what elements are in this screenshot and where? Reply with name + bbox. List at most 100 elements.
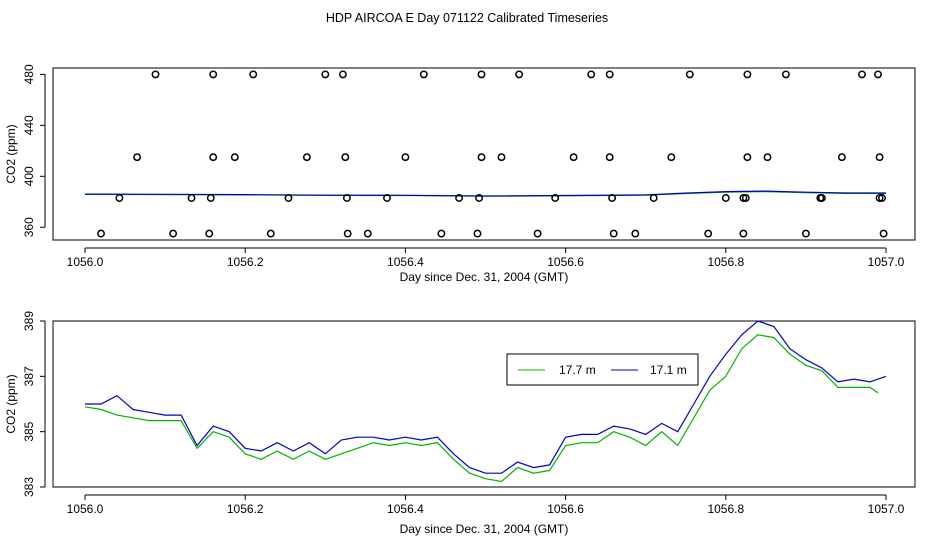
scatter-point — [763, 153, 772, 162]
bottom-series-line-1 — [84, 334, 879, 483]
bottom-x-tick-label: 1057.0 — [868, 502, 905, 516]
scatter-point — [363, 229, 372, 238]
top-y-tick-label: 480 — [22, 64, 36, 84]
scatter-point — [473, 229, 482, 238]
scatter-point — [151, 70, 160, 79]
bottom-y-tick-label: 385 — [22, 421, 36, 441]
scatter-point — [874, 70, 882, 79]
scatter-point — [341, 153, 350, 162]
scatter-point — [115, 194, 124, 202]
scatter-point — [667, 153, 676, 162]
bottom-x-tick-label: 1056.6 — [547, 502, 584, 516]
scatter-point — [338, 70, 347, 79]
scatter-point — [321, 70, 330, 79]
scatter-point — [801, 229, 810, 238]
scatter-point — [551, 194, 560, 202]
scatter-point — [533, 229, 542, 238]
bottom-y-tick-label: 383 — [22, 477, 36, 497]
scatter-point — [878, 194, 886, 202]
bottom-x-tick-label: 1056.2 — [227, 502, 264, 516]
bottom-x-tick-label: 1056.4 — [387, 502, 424, 516]
top-series-line-2 — [84, 190, 886, 197]
top-x-tick-label: 1056.8 — [707, 255, 744, 269]
scatter-point — [704, 229, 713, 238]
scatter-point — [206, 194, 215, 202]
scatter-point — [721, 194, 730, 202]
bottom-panel: 1056.0 1056.2 1056.4 1056.6 1056.8 1057.0 383… — [4, 311, 916, 536]
bottom-plot-frame — [52, 320, 916, 488]
scatter-point — [497, 153, 506, 162]
scatter-point — [266, 229, 275, 238]
top-x-axis-label: Day since Dec. 31, 2004 (GMT) — [400, 270, 569, 284]
top-y-tick-label: 440 — [22, 115, 36, 135]
bottom-x-tick-label: 1056.0 — [67, 502, 104, 516]
scatter-point — [515, 70, 524, 79]
scatter-point — [475, 194, 484, 202]
top-panel: 1056.0 1056.2 1056.4 1056.6 1056.8 1057.0 360… — [4, 64, 916, 284]
scatter-point — [230, 153, 239, 162]
top-x-tick-label: 1056.2 — [227, 255, 264, 269]
legend-label-17-1m: 17.1 m — [650, 363, 687, 377]
scatter-point — [302, 153, 311, 162]
top-x-tick-label: 1057.0 — [868, 255, 905, 269]
scatter-point — [608, 194, 617, 202]
bottom-y-axis: 383 385 387 389 — [22, 311, 46, 497]
scatter-point — [605, 153, 614, 162]
scatter-point — [249, 70, 258, 79]
bottom-y-axis-label: CO2 (ppm) — [4, 374, 18, 433]
scatter-point — [587, 70, 596, 79]
scatter-point — [817, 194, 826, 202]
scatter-point — [781, 70, 790, 79]
top-x-tick-label: 1056.0 — [67, 255, 104, 269]
scatter-point — [401, 153, 410, 162]
bottom-x-tick-label: 1056.8 — [707, 502, 744, 516]
top-y-tick-label: 360 — [22, 217, 36, 237]
bottom-y-tick-label: 387 — [22, 366, 36, 386]
scatter-point — [455, 194, 464, 202]
scatter-point — [739, 229, 748, 238]
scatter-point — [743, 153, 752, 162]
scatter-point — [477, 153, 486, 162]
scatter-point — [343, 229, 352, 238]
top-y-axis-label: CO2 (ppm) — [4, 124, 18, 183]
scatter-point — [605, 70, 614, 79]
scatter-point — [169, 229, 178, 238]
bottom-series-lines — [84, 320, 887, 483]
scatter-point — [569, 153, 578, 162]
scatter-point — [97, 229, 105, 238]
top-scatter-points — [97, 70, 888, 238]
scatter-point — [187, 194, 196, 202]
figure-title: HDP AIRCOA E Day 071122 Calibrated Times… — [326, 11, 608, 25]
scatter-point — [858, 70, 866, 79]
bottom-x-axis-label: Day since Dec. 31, 2004 (GMT) — [400, 522, 569, 536]
top-y-axis: 360 400 440 480 — [22, 64, 46, 237]
scatter-point — [383, 194, 391, 202]
scatter-point — [209, 153, 218, 162]
top-x-axis: 1056.0 1056.2 1056.4 1056.6 1056.8 1057.0 — [67, 247, 905, 269]
scatter-point — [284, 194, 293, 202]
scatter-point — [477, 70, 486, 79]
legend: 17.7 m 17.1 m — [506, 353, 699, 386]
scatter-point — [875, 194, 884, 202]
top-y-tick-label: 400 — [22, 166, 36, 186]
scatter-point — [609, 229, 618, 238]
scatter-point — [741, 194, 750, 202]
scatter-point — [743, 70, 752, 79]
scatter-point — [685, 70, 694, 79]
scatter-point — [133, 153, 142, 162]
top-x-tick-label: 1056.4 — [387, 255, 424, 269]
bottom-series-line-2 — [85, 320, 887, 474]
scatter-point — [419, 70, 428, 79]
top-series-lines — [84, 190, 886, 197]
scatter-point — [649, 194, 658, 202]
scatter-point — [631, 229, 640, 238]
scatter-point — [437, 229, 446, 238]
scatter-point — [205, 229, 214, 238]
scatter-point — [879, 229, 888, 238]
legend-label-17-7m: 17.7 m — [559, 363, 596, 377]
scatter-point — [837, 153, 846, 162]
scatter-point — [209, 70, 218, 79]
top-plot-frame — [52, 67, 916, 241]
